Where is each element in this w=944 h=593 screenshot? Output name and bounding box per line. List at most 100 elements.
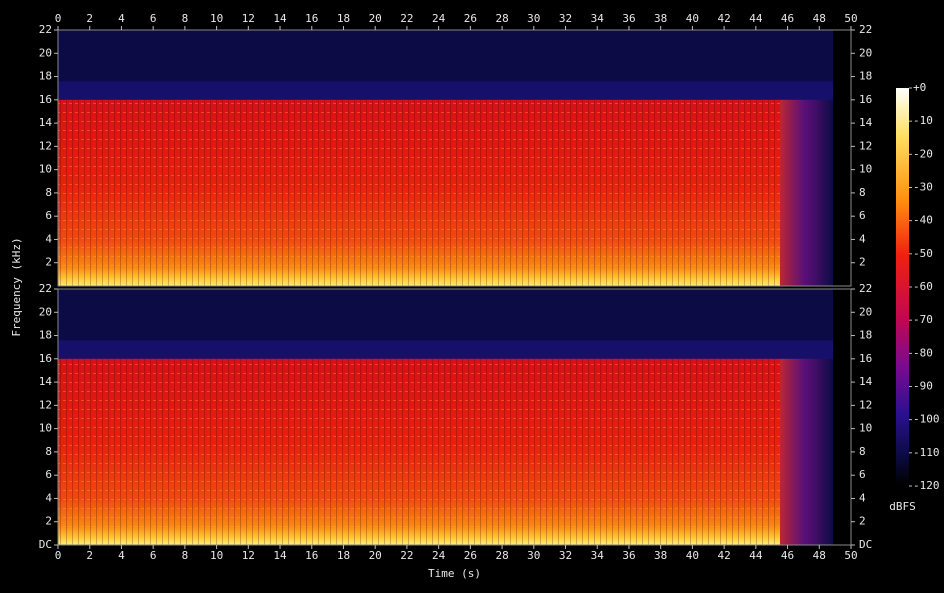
y-tick-label: 22 bbox=[39, 23, 52, 36]
x-tick-label: 48 bbox=[813, 12, 826, 25]
x-tick-label: 24 bbox=[432, 549, 446, 562]
x-tick-label: 30 bbox=[527, 549, 540, 562]
y-tick-label: 10 bbox=[39, 422, 52, 435]
y-tick-label: 10 bbox=[859, 422, 872, 435]
y-tick-label: 8 bbox=[859, 186, 866, 199]
y-tick-label: 2 bbox=[45, 256, 52, 269]
x-axis-title: Time (s) bbox=[428, 567, 481, 580]
colorbar-tick-label: -100 bbox=[913, 413, 940, 426]
spectrogram bbox=[58, 358, 780, 545]
y-tick-label: DC bbox=[859, 538, 872, 551]
x-tick-label: 20 bbox=[369, 549, 382, 562]
y-tick-label: 8 bbox=[859, 445, 866, 458]
spectrogram bbox=[58, 81, 833, 101]
y-tick-label: 4 bbox=[45, 232, 52, 245]
y-tick-label: 2 bbox=[859, 515, 866, 528]
colorbar bbox=[896, 88, 909, 486]
colorbar-tick-label: -50 bbox=[913, 247, 933, 260]
x-tick-label: 28 bbox=[495, 549, 508, 562]
spectrogram bbox=[780, 99, 833, 287]
y-tick-label: 22 bbox=[859, 23, 872, 36]
y-tick-label: 22 bbox=[859, 282, 872, 295]
x-tick-label: 36 bbox=[622, 12, 635, 25]
y-tick-label: 22 bbox=[39, 282, 52, 295]
x-tick-label: 16 bbox=[305, 549, 318, 562]
x-tick-label: 32 bbox=[559, 12, 572, 25]
colorbar-tick-label: -110 bbox=[913, 446, 940, 459]
x-tick-label: 36 bbox=[622, 549, 635, 562]
y-tick-label: 10 bbox=[39, 163, 52, 176]
x-tick-label: 34 bbox=[591, 549, 605, 562]
y-tick-label: 16 bbox=[39, 93, 52, 106]
x-tick-label: 48 bbox=[813, 549, 826, 562]
x-tick-label: 10 bbox=[210, 12, 223, 25]
y-tick-label: 20 bbox=[859, 46, 872, 59]
colorbar-tick-label: -40 bbox=[913, 214, 933, 227]
x-tick-label: 26 bbox=[464, 549, 477, 562]
y-tick-label: 18 bbox=[39, 329, 52, 342]
x-tick-label: 8 bbox=[182, 12, 189, 25]
x-tick-label: 38 bbox=[654, 12, 667, 25]
y-tick-label: 12 bbox=[39, 398, 52, 411]
plot-frame bbox=[57, 29, 852, 287]
x-tick-label: 6 bbox=[150, 12, 157, 25]
y-tick-label: 18 bbox=[859, 329, 872, 342]
y-tick-label: 12 bbox=[39, 139, 52, 152]
x-tick-label: 44 bbox=[749, 12, 763, 25]
x-tick-label: 26 bbox=[464, 12, 477, 25]
y-tick-label: 4 bbox=[859, 232, 866, 245]
x-tick-label: 28 bbox=[495, 12, 508, 25]
y-tick-label: 4 bbox=[45, 491, 52, 504]
x-tick-label: 42 bbox=[717, 12, 730, 25]
y-tick-label: 18 bbox=[859, 70, 872, 83]
y-tick-label: 14 bbox=[39, 116, 53, 129]
x-tick-label: 14 bbox=[273, 12, 287, 25]
y-tick-label: 4 bbox=[859, 491, 866, 504]
y-tick-label: 8 bbox=[45, 186, 52, 199]
colorbar-tick-label: -60 bbox=[913, 280, 933, 293]
x-tick-label: 22 bbox=[400, 549, 413, 562]
y-axis-title: Frequency (kHz) bbox=[10, 237, 23, 336]
x-tick-label: 34 bbox=[591, 12, 605, 25]
spectrogram bbox=[833, 30, 851, 286]
y-tick-label: 6 bbox=[859, 468, 866, 481]
x-tick-label: 42 bbox=[717, 549, 730, 562]
y-tick-label: 18 bbox=[39, 70, 52, 83]
x-tick-label: 38 bbox=[654, 549, 667, 562]
x-tick-label: 46 bbox=[781, 12, 794, 25]
y-tick-label: 20 bbox=[39, 46, 52, 59]
colorbar-tick-label: -120 bbox=[913, 479, 940, 492]
colorbar-tick-label: -10 bbox=[913, 114, 933, 127]
spectrogram bbox=[780, 358, 833, 545]
colorbar-tick-label: -30 bbox=[913, 181, 933, 194]
x-tick-label: 40 bbox=[686, 12, 699, 25]
x-tick-label: 30 bbox=[527, 12, 540, 25]
x-tick-label: 24 bbox=[432, 12, 446, 25]
y-tick-label: 6 bbox=[45, 209, 52, 222]
y-tick-label: 12 bbox=[859, 139, 872, 152]
x-tick-label: 0 bbox=[55, 549, 62, 562]
spectrogram bbox=[58, 340, 833, 360]
x-tick-label: 40 bbox=[686, 549, 699, 562]
y-tick-label: 20 bbox=[39, 305, 52, 318]
x-tick-label: 2 bbox=[86, 549, 93, 562]
x-tick-label: 22 bbox=[400, 12, 413, 25]
x-tick-label: 4 bbox=[118, 12, 125, 25]
colorbar-tick-label: -20 bbox=[913, 147, 933, 160]
y-tick-label: 10 bbox=[859, 163, 872, 176]
x-tick-label: 8 bbox=[182, 549, 189, 562]
x-tick-label: 6 bbox=[150, 549, 157, 562]
x-tick-label: 0 bbox=[55, 12, 62, 25]
x-tick-label: 12 bbox=[242, 12, 255, 25]
x-tick-label: 20 bbox=[369, 12, 382, 25]
y-tick-label: 20 bbox=[859, 305, 872, 318]
x-tick-label: 16 bbox=[305, 12, 318, 25]
y-tick-label: 14 bbox=[859, 375, 873, 388]
y-tick-label: 6 bbox=[859, 209, 866, 222]
colorbar-tick-label: -80 bbox=[913, 346, 933, 359]
x-tick-label: 2 bbox=[86, 12, 93, 25]
y-tick-label: 16 bbox=[39, 352, 52, 365]
x-tick-label: 18 bbox=[337, 12, 350, 25]
x-tick-label: 4 bbox=[118, 549, 125, 562]
